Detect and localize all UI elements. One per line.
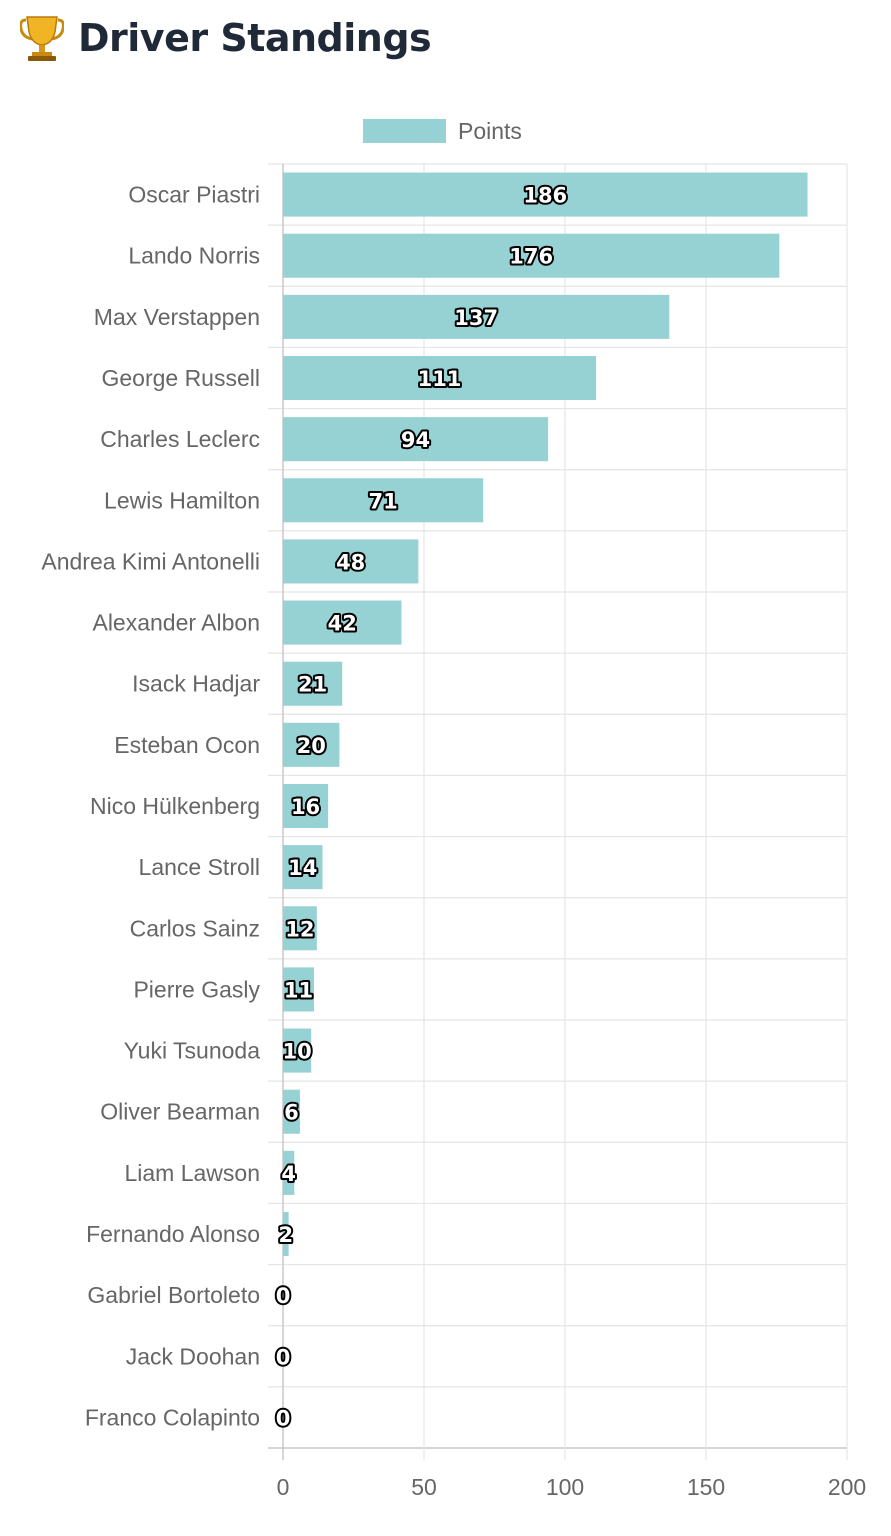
x-tick-label: 150 (687, 1474, 725, 1500)
bar[interactable] (283, 1211, 289, 1257)
y-tick-label: Liam Lawson (124, 1160, 260, 1186)
legend-label: Points (458, 118, 522, 144)
data-label: 4 (281, 1162, 296, 1186)
data-label: 0 (276, 1406, 291, 1430)
y-tick-label: Lewis Hamilton (104, 487, 260, 513)
y-tick-label: Lando Norris (128, 243, 260, 269)
data-label: 48 (336, 550, 365, 574)
data-label: 2 (279, 1223, 294, 1247)
bar[interactable] (283, 1150, 295, 1195)
y-tick-label: Nico Hülkenberg (90, 793, 260, 819)
data-label: 0 (276, 1345, 291, 1369)
y-tick-label: Esteban Ocon (114, 732, 260, 758)
y-tick-label: Jack Doohan (126, 1343, 260, 1369)
chart-grid (268, 163, 848, 1460)
bar[interactable] (283, 355, 597, 401)
x-tick-label: 100 (546, 1474, 584, 1500)
bar[interactable] (283, 417, 549, 462)
bar[interactable] (283, 478, 484, 523)
y-axis-labels: Oscar Piastri Lando Norris Max Verstappen G… (41, 182, 260, 1431)
y-tick-label: Gabriel Bortoleto (87, 1282, 260, 1308)
data-label: 20 (297, 734, 326, 758)
bar[interactable] (283, 783, 329, 829)
bar[interactable] (283, 722, 340, 767)
y-tick-label: Fernando Alonso (86, 1221, 260, 1247)
data-label: 14 (288, 856, 317, 880)
data-label: 11 (284, 978, 313, 1002)
data-label: 186 (523, 184, 567, 208)
data-label: 21 (298, 673, 327, 697)
y-tick-label: Isack Hadjar (132, 671, 260, 697)
bar[interactable] (283, 172, 808, 217)
y-tick-label: Alexander Albon (92, 610, 260, 636)
y-tick-label: Charles Leclerc (100, 426, 260, 452)
y-tick-label: Yuki Tsunoda (124, 1038, 261, 1064)
bar[interactable] (283, 1089, 300, 1134)
bar[interactable] (283, 600, 402, 645)
bar[interactable] (283, 906, 317, 951)
bar[interactable] (283, 233, 780, 278)
chart-bars (283, 172, 808, 1257)
x-tick-label: 0 (277, 1474, 290, 1500)
y-tick-label: Oscar Piastri (128, 182, 260, 208)
data-label: 71 (368, 489, 397, 513)
bar[interactable] (283, 967, 315, 1012)
trophy-icon (20, 16, 64, 61)
data-label: 16 (291, 795, 320, 819)
bar[interactable] (283, 845, 323, 890)
data-label: 42 (328, 612, 357, 636)
data-label: 6 (284, 1101, 299, 1125)
bar[interactable] (283, 1028, 312, 1073)
x-tick-label: 200 (828, 1474, 866, 1500)
legend-swatch (363, 119, 446, 143)
page-title: Driver Standings (78, 16, 432, 60)
data-label: 94 (401, 428, 430, 452)
data-label: 176 (509, 245, 553, 269)
data-label: 137 (454, 306, 498, 330)
y-tick-label: Andrea Kimi Antonelli (41, 548, 260, 574)
data-label: 10 (282, 1040, 311, 1064)
bar[interactable] (283, 294, 670, 339)
y-tick-label: Max Verstappen (94, 304, 260, 330)
bar[interactable] (283, 539, 419, 584)
y-tick-label: Pierre Gasly (133, 976, 260, 1002)
page-header: Driver Standings (20, 8, 432, 68)
data-label: 0 (276, 1284, 291, 1308)
bar[interactable] (283, 661, 343, 706)
y-tick-label: Carlos Sainz (130, 915, 260, 941)
x-axis-labels: 0 50 100 150 200 (277, 1474, 867, 1500)
y-tick-label: Lance Stroll (139, 854, 260, 880)
chart-legend[interactable]: Points (363, 118, 522, 144)
data-label: 111 (418, 367, 462, 391)
x-tick-label: 50 (411, 1474, 437, 1500)
y-tick-label: Franco Colapinto (85, 1404, 260, 1430)
y-tick-label: Oliver Bearman (100, 1099, 260, 1125)
data-label: 12 (285, 917, 314, 941)
y-tick-label: George Russell (101, 365, 260, 391)
